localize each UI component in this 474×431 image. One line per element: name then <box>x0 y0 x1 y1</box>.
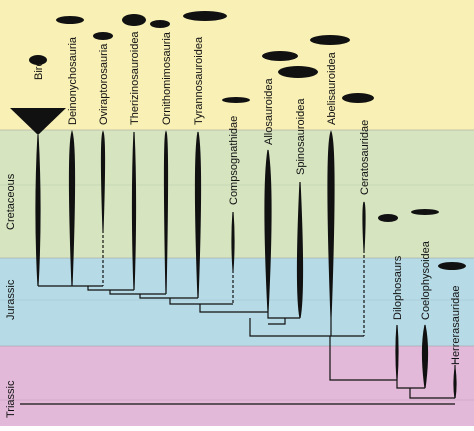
spindle <box>296 181 304 319</box>
clade-label: Therizinosauroidea <box>129 31 141 125</box>
clade-label: Deinonychosauria <box>67 36 79 125</box>
clade-label: Ceratosauridae <box>359 120 371 195</box>
spindle <box>395 324 399 381</box>
jurassic-band <box>0 258 474 346</box>
cretaceous-band <box>0 130 474 258</box>
spindle <box>264 149 272 313</box>
period-label: Jurassic <box>5 279 17 320</box>
spindle <box>231 211 235 271</box>
spindle <box>421 324 429 389</box>
clade-label: Tyrannosauroidea <box>193 36 205 125</box>
clade-label: Birds <box>33 54 45 80</box>
spindle <box>163 130 169 295</box>
spindle <box>100 130 106 231</box>
period-label: Cretaceous <box>5 173 17 230</box>
clade-label: Oviraptorosauria <box>98 43 110 125</box>
clade-label: Compsognathidae <box>228 116 240 205</box>
clade-label: Coelophysoidea <box>420 240 432 320</box>
spindle <box>131 131 137 291</box>
spindle <box>327 130 335 319</box>
clade-label: Spinosauroidea <box>295 98 307 175</box>
period-label: Triassic <box>5 380 17 418</box>
clade-label: Herrerasauridae <box>450 286 462 365</box>
clade-label: Dilophosaurs <box>392 255 404 320</box>
clade-label: Allosauroidea <box>263 77 275 145</box>
triassic-band <box>0 346 474 426</box>
spindle <box>194 131 202 299</box>
clade-label: Ornithomimosauria <box>161 31 173 125</box>
tree <box>10 108 456 405</box>
silhouettes <box>29 11 466 270</box>
band-borders <box>0 129 474 401</box>
spindle <box>453 367 457 399</box>
clade-label: Abelisauroidea <box>326 51 338 125</box>
spindle <box>35 134 41 287</box>
spindle <box>362 201 366 251</box>
spindle <box>68 129 76 287</box>
